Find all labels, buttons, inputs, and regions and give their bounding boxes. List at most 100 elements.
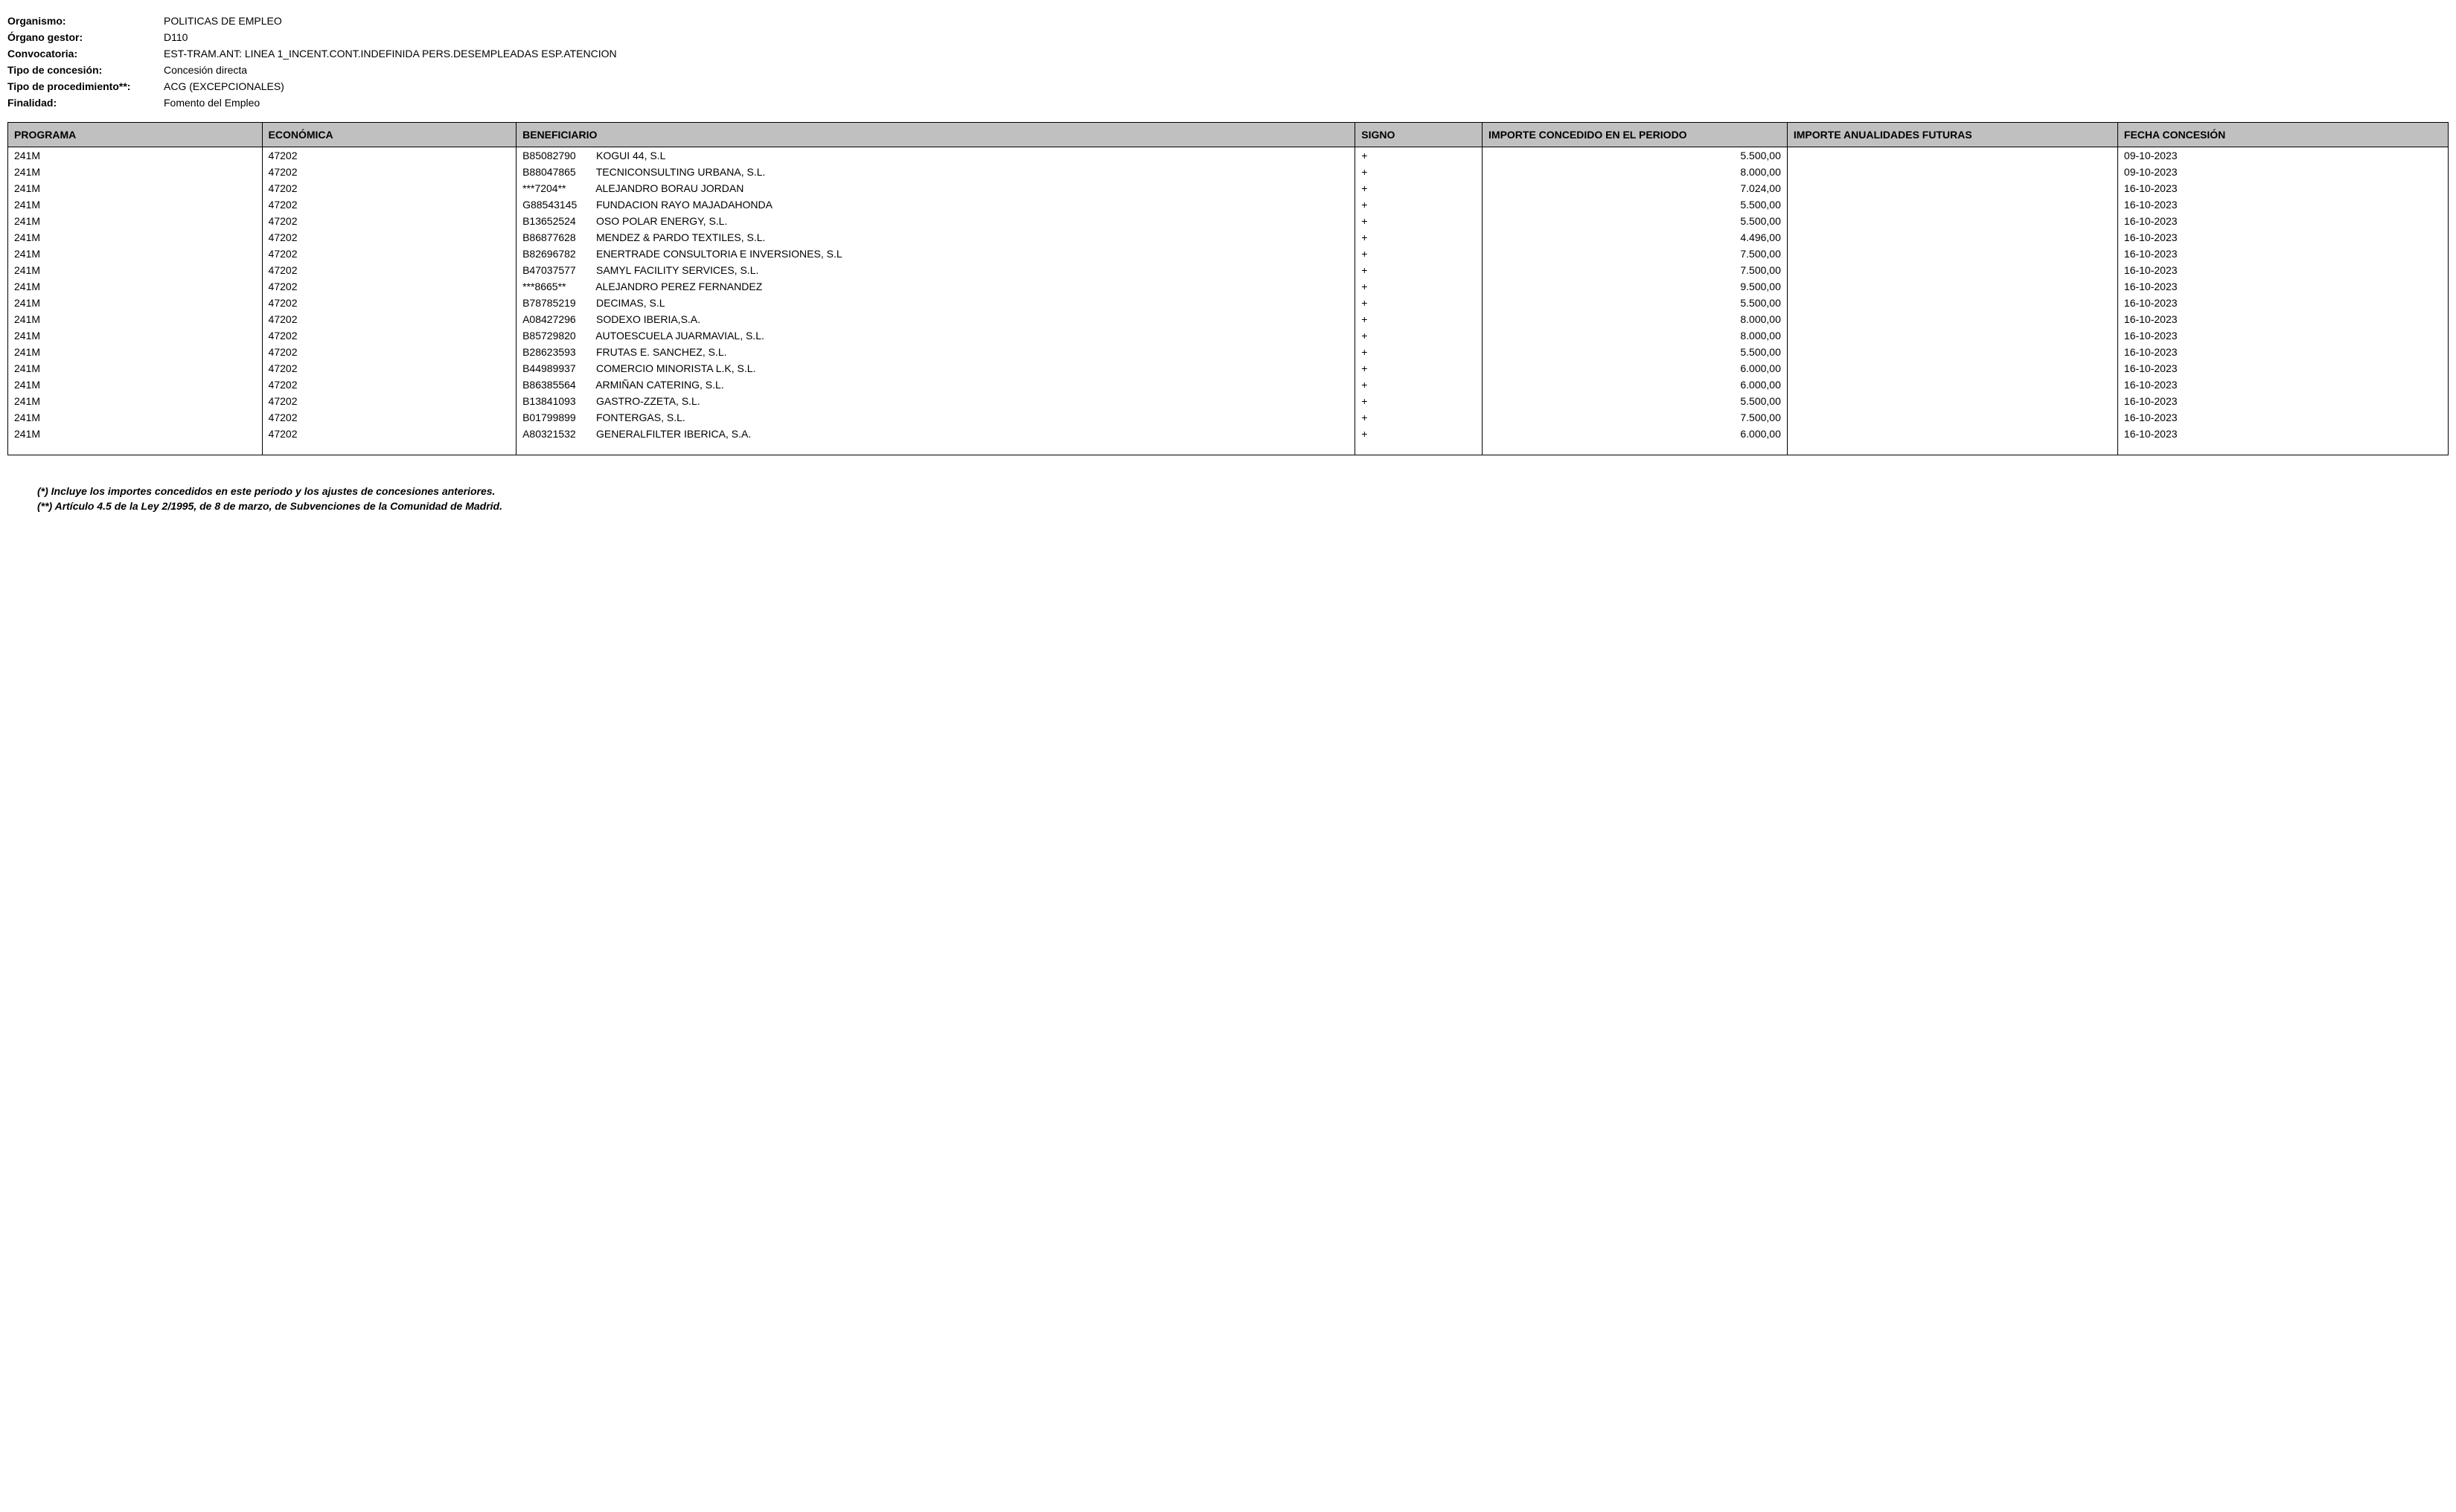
- beneficiary-name: GASTRO-ZZETA, S.L.: [593, 395, 700, 407]
- beneficiary-code: A08427296: [522, 313, 593, 325]
- cell-fecha: 16-10-2023: [2117, 229, 2448, 246]
- cell-beneficiario: B88047865 TECNICONSULTING URBANA, S.L.: [517, 164, 1355, 180]
- header-label-tipo-procedimiento: Tipo de procedimiento**:: [7, 80, 164, 92]
- beneficiary-name: MENDEZ & PARDO TEXTILES, S.L.: [593, 231, 765, 243]
- table-row: 241M47202B85729820 AUTOESCUELA JUARMAVIA…: [8, 327, 2449, 344]
- cell-signo: +: [1355, 409, 1483, 426]
- cell-economica: 47202: [262, 278, 517, 295]
- cell-signo: +: [1355, 196, 1483, 213]
- cell-fecha: 16-10-2023: [2117, 180, 2448, 196]
- cell-fecha: 09-10-2023: [2117, 147, 2448, 164]
- beneficiary-name: COMERCIO MINORISTA L.K, S.L.: [593, 362, 755, 374]
- cell-fecha: 16-10-2023: [2117, 377, 2448, 393]
- cell-importe-futuras: [1787, 213, 2117, 229]
- header-row-finalidad: Finalidad: Fomento del Empleo: [7, 97, 2449, 109]
- cell-signo: +: [1355, 311, 1483, 327]
- cell-beneficiario: B01799899 FONTERGAS, S.L.: [517, 409, 1355, 426]
- cell-beneficiario: A80321532 GENERALFILTER IBERICA, S.A.: [517, 426, 1355, 455]
- beneficiary-code: B13652524: [522, 215, 593, 227]
- cell-fecha: 16-10-2023: [2117, 278, 2448, 295]
- table-row: 241M47202B82696782 ENERTRADE CONSULTORIA…: [8, 246, 2449, 262]
- col-header-signo: SIGNO: [1355, 123, 1483, 147]
- cell-importe-futuras: [1787, 164, 2117, 180]
- header-value-organismo: POLITICAS DE EMPLEO: [164, 15, 282, 27]
- cell-beneficiario: A08427296 SODEXO IBERIA,S.A.: [517, 311, 1355, 327]
- beneficiary-code: B88047865: [522, 166, 593, 178]
- cell-importe-periodo: 8.000,00: [1483, 327, 1788, 344]
- table-row: 241M47202G88543145 FUNDACION RAYO MAJADA…: [8, 196, 2449, 213]
- cell-importe-futuras: [1787, 377, 2117, 393]
- header-label-convocatoria: Convocatoria:: [7, 48, 164, 60]
- beneficiary-name: OSO POLAR ENERGY, S.L.: [593, 215, 727, 227]
- cell-fecha: 16-10-2023: [2117, 311, 2448, 327]
- cell-programa: 241M: [8, 229, 263, 246]
- col-header-importe-futuras: IMPORTE ANUALIDADES FUTURAS: [1787, 123, 2117, 147]
- cell-importe-futuras: [1787, 147, 2117, 164]
- cell-economica: 47202: [262, 213, 517, 229]
- cell-importe-periodo: 9.500,00: [1483, 278, 1788, 295]
- cell-signo: +: [1355, 147, 1483, 164]
- cell-beneficiario: G88543145 FUNDACION RAYO MAJADAHONDA: [517, 196, 1355, 213]
- col-header-beneficiario: BENEFICIARIO: [517, 123, 1355, 147]
- cell-economica: 47202: [262, 164, 517, 180]
- cell-economica: 47202: [262, 393, 517, 409]
- cell-fecha: 16-10-2023: [2117, 344, 2448, 360]
- col-header-importe-periodo: IMPORTE CONCEDIDO EN EL PERIODO: [1483, 123, 1788, 147]
- cell-economica: 47202: [262, 311, 517, 327]
- beneficiary-name: ALEJANDRO PEREZ FERNANDEZ: [593, 281, 762, 292]
- beneficiary-name: FRUTAS E. SANCHEZ, S.L.: [593, 346, 726, 358]
- cell-beneficiario: B86877628 MENDEZ & PARDO TEXTILES, S.L.: [517, 229, 1355, 246]
- table-row: 241M47202***7204** ALEJANDRO BORAU JORDA…: [8, 180, 2449, 196]
- beneficiary-code: B13841093: [522, 395, 593, 407]
- cell-programa: 241M: [8, 426, 263, 455]
- cell-importe-futuras: [1787, 360, 2117, 377]
- cell-importe-futuras: [1787, 393, 2117, 409]
- beneficiary-code: B86385564: [522, 379, 593, 391]
- cell-economica: 47202: [262, 344, 517, 360]
- cell-signo: +: [1355, 246, 1483, 262]
- cell-signo: +: [1355, 360, 1483, 377]
- beneficiary-code: G88543145: [522, 199, 593, 211]
- cell-programa: 241M: [8, 180, 263, 196]
- col-header-economica: ECONÓMICA: [262, 123, 517, 147]
- cell-fecha: 16-10-2023: [2117, 196, 2448, 213]
- cell-importe-futuras: [1787, 278, 2117, 295]
- cell-programa: 241M: [8, 360, 263, 377]
- header-value-tipo-concesion: Concesión directa: [164, 64, 247, 76]
- cell-programa: 241M: [8, 262, 263, 278]
- cell-fecha: 16-10-2023: [2117, 246, 2448, 262]
- cell-beneficiario: B13652524 OSO POLAR ENERGY, S.L.: [517, 213, 1355, 229]
- cell-importe-periodo: 5.500,00: [1483, 147, 1788, 164]
- header-section: Organismo: POLITICAS DE EMPLEO Órgano ge…: [7, 15, 2449, 109]
- beneficiary-name: ENERTRADE CONSULTORIA E INVERSIONES, S.L: [593, 248, 842, 260]
- cell-signo: +: [1355, 229, 1483, 246]
- table-row: 241M47202B88047865 TECNICONSULTING URBAN…: [8, 164, 2449, 180]
- cell-programa: 241M: [8, 344, 263, 360]
- cell-fecha: 16-10-2023: [2117, 393, 2448, 409]
- header-value-tipo-procedimiento: ACG (EXCEPCIONALES): [164, 80, 284, 92]
- cell-importe-futuras: [1787, 327, 2117, 344]
- cell-economica: 47202: [262, 246, 517, 262]
- header-value-convocatoria: EST-TRAM.ANT: LINEA 1_INCENT.CONT.INDEFI…: [164, 48, 617, 60]
- table-row: 241M47202B13652524 OSO POLAR ENERGY, S.L…: [8, 213, 2449, 229]
- cell-importe-periodo: 5.500,00: [1483, 344, 1788, 360]
- col-header-fecha: FECHA CONCESIÓN: [2117, 123, 2448, 147]
- beneficiary-code: B47037577: [522, 264, 593, 276]
- cell-signo: +: [1355, 278, 1483, 295]
- header-value-organo-gestor: D110: [164, 31, 188, 43]
- table-row: 241M47202A80321532 GENERALFILTER IBERICA…: [8, 426, 2449, 455]
- cell-signo: +: [1355, 213, 1483, 229]
- table-body: 241M47202B85082790 KOGUI 44, S.L+5.500,0…: [8, 147, 2449, 455]
- cell-signo: +: [1355, 164, 1483, 180]
- cell-beneficiario: B28623593 FRUTAS E. SANCHEZ, S.L.: [517, 344, 1355, 360]
- concessions-table: PROGRAMA ECONÓMICA BENEFICIARIO SIGNO IM…: [7, 122, 2449, 455]
- cell-signo: +: [1355, 393, 1483, 409]
- cell-importe-futuras: [1787, 246, 2117, 262]
- table-row: 241M47202B47037577 SAMYL FACILITY SERVIC…: [8, 262, 2449, 278]
- cell-importe-periodo: 6.000,00: [1483, 426, 1788, 455]
- cell-beneficiario: B13841093 GASTRO-ZZETA, S.L.: [517, 393, 1355, 409]
- cell-programa: 241M: [8, 278, 263, 295]
- cell-economica: 47202: [262, 196, 517, 213]
- cell-fecha: 16-10-2023: [2117, 426, 2448, 455]
- header-value-finalidad: Fomento del Empleo: [164, 97, 260, 109]
